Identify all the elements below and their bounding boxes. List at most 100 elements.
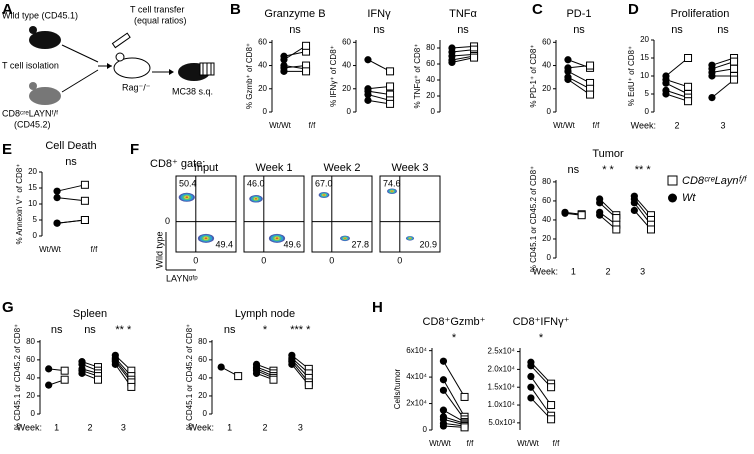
x-tick-label: 3 [720, 120, 725, 130]
x-tick-label: 2 [262, 422, 267, 432]
ff-point [269, 375, 278, 384]
x-label: f/f [309, 121, 316, 130]
pair-line [57, 197, 85, 202]
gate-label: CD8⁺ gate: [150, 158, 205, 170]
week-label: Week: [533, 266, 558, 276]
chart-title: Lymph node [235, 308, 295, 320]
mouse [29, 31, 61, 49]
y-axis-label: % PD-1⁺ of CD8⁺ [529, 44, 538, 107]
y-tick-label: 0 [33, 231, 38, 240]
wt-point [527, 362, 535, 370]
label: Wild type (CD45.1) [2, 10, 78, 20]
ff-point [386, 67, 395, 76]
ff-point [80, 216, 89, 224]
quadrant-value: 49.6 [283, 239, 301, 249]
y-tick-label: 20 [26, 391, 35, 400]
y-axis-label: % TNFα⁺ of CD8⁺ [413, 44, 422, 109]
week-label: Week: [17, 422, 42, 432]
wt-point [439, 386, 448, 394]
panel-letter: G [2, 299, 14, 316]
significance: ns [84, 324, 96, 336]
quadrant-value: 67.0 [315, 178, 333, 188]
y-tick-label: 40 [542, 61, 551, 70]
chart-title: Tumor [592, 148, 624, 160]
y-tick-label: 80 [426, 43, 435, 52]
wt-point [111, 360, 119, 368]
panel-letter: C [532, 1, 543, 18]
y-tick-label: 60 [258, 37, 267, 46]
y-axis-label: Cells/tumor [393, 368, 402, 409]
wt-point [439, 406, 448, 414]
ff-point [730, 64, 739, 73]
chart-title: IFNγ [367, 8, 391, 20]
wt-point [53, 219, 61, 227]
ff-point [302, 67, 311, 76]
wt-point [596, 199, 604, 207]
quadrant-value: 49.4 [215, 239, 233, 249]
cell-cluster [344, 237, 346, 239]
ff-point [646, 225, 655, 234]
x-label: Wt/Wt [269, 121, 292, 130]
significance: ns [289, 24, 301, 36]
x-tick-label: 2 [605, 266, 610, 276]
arrow [61, 44, 99, 63]
significance: ns [224, 324, 236, 336]
arrowhead [169, 69, 174, 75]
y-tick-label: 5 [33, 215, 38, 224]
x-tick-label: 3 [121, 422, 126, 432]
wt-point [45, 365, 53, 373]
ff-point [547, 401, 556, 410]
wt-point [252, 369, 261, 377]
y-tick-label: 1.0x10⁴ [488, 400, 516, 409]
wt-point [662, 79, 670, 87]
plot-title: Input [194, 162, 218, 174]
label: (CD45.2) [14, 119, 51, 129]
significance: ns [671, 24, 683, 36]
wt-point [364, 90, 372, 99]
mouse-ear [29, 82, 37, 90]
panel-letter: F [130, 141, 139, 158]
ff-point [612, 214, 621, 223]
y-tick-label: 60 [426, 59, 435, 68]
y-tick-label: 2.0x10⁴ [488, 365, 516, 374]
ff-point [60, 366, 69, 375]
y-tick-label: 5.0x10³ [488, 418, 515, 427]
significance: ns [457, 24, 469, 36]
axis-zero: 0 [261, 255, 266, 265]
y-tick-label: 20 [542, 84, 551, 93]
quadrant-value: 50.4 [179, 178, 197, 188]
legend-label: Wt [682, 192, 696, 204]
cell-cluster [204, 237, 208, 240]
label: T cell isolation [2, 60, 59, 70]
ff-point [684, 54, 693, 62]
significance: ** * [635, 164, 652, 176]
wt-point [596, 211, 604, 219]
wt-point [564, 67, 572, 75]
x-tick-label: 2 [87, 422, 92, 432]
ff-point [234, 372, 243, 381]
quadrant-value: 46.0 [247, 178, 265, 188]
x-tick-label: 3 [298, 422, 303, 432]
y-tick-label: 2.5x10⁴ [488, 347, 516, 356]
ff-point [80, 180, 89, 189]
y-tick-label: 20 [426, 91, 435, 100]
axis-zero: 0 [193, 255, 198, 265]
y-axis-label: % Annexin V⁺ of CD8⁺ [15, 164, 24, 245]
ff-point [684, 97, 693, 106]
y-tick-label: 20 [542, 234, 551, 243]
legend-label: CD8ᶜʳᵉLaynᶠ/ᶠ [682, 175, 748, 187]
ff-point [470, 53, 479, 62]
ff-point [547, 383, 556, 392]
ff-point [80, 196, 89, 205]
label: Rag⁻/⁻ [122, 82, 151, 92]
y-tick-label: 80 [198, 337, 207, 346]
wt-point [439, 376, 448, 384]
wt-point [53, 194, 61, 202]
ff-point [94, 375, 102, 384]
significance: * [539, 332, 544, 344]
wt-point [280, 56, 288, 64]
x-tick-label: 1 [227, 422, 232, 432]
ff-point [684, 82, 693, 91]
y-tick-label: 40 [426, 75, 435, 84]
